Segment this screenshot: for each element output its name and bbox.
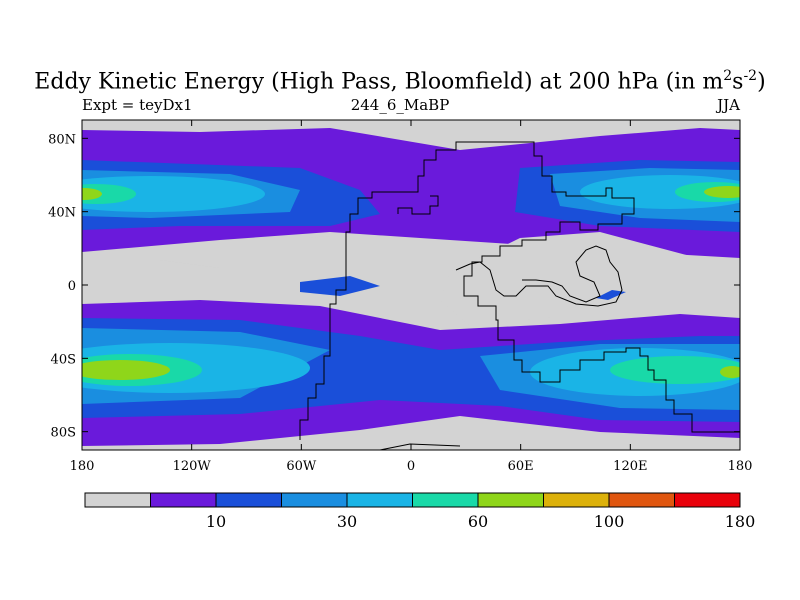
colorbar-label: 60 [468, 512, 488, 531]
colorbar-label: 180 [725, 512, 756, 531]
sh-band-level-5-east [610, 356, 740, 384]
nh-band-level-6 [82, 188, 102, 200]
colorbar-swatch [608, 492, 675, 508]
x-tick-label: 120W [173, 459, 212, 474]
y-tick-label: 80S [51, 426, 76, 441]
x-tick-label: 60W [286, 459, 317, 474]
colorbar-swatch [477, 492, 544, 508]
sh-band-level-6-east [720, 366, 740, 378]
colorbar-label: 100 [594, 512, 625, 531]
tropical-jet-tongue-east [596, 290, 626, 300]
continent-outline-b [397, 195, 439, 215]
tropical-patch-west [82, 260, 280, 280]
x-tick-label: 0 [407, 459, 415, 474]
colorbar: 10 30 60 100 180 [84, 492, 756, 531]
tropical-jet-tongue [300, 276, 380, 296]
y-tick-label: 0 [68, 279, 76, 294]
continent-outline-a [299, 141, 740, 440]
title-close: ) [757, 69, 766, 95]
tropical-patch-central [240, 236, 470, 270]
y-tick-label: 80N [48, 132, 76, 147]
continent-outlines [299, 141, 740, 450]
x-tick-label: 180 [70, 459, 95, 474]
colorbar-swatch [543, 492, 610, 508]
title-text: Eddy Kinetic Energy (High Pass, Bloomfie… [34, 69, 724, 95]
title-exponent-1: 2 [723, 68, 733, 84]
colorbar-swatch [674, 492, 741, 508]
x-tick-label: 120E [613, 459, 647, 474]
colorbar-swatch [215, 492, 282, 508]
y-tick-label: 40S [51, 352, 76, 367]
title-exponent-2: -2 [743, 68, 758, 84]
y-tick-label: 40N [48, 206, 76, 221]
sh-band-level-6 [82, 360, 170, 380]
colorbar-swatch [84, 492, 151, 508]
colorbar-label: 30 [337, 512, 357, 531]
x-tick-label: 60E [508, 459, 534, 474]
tropical-patch-east [440, 232, 700, 326]
x-tick-label: 180 [728, 459, 753, 474]
nh-band-level-5 [82, 184, 136, 204]
nh-band-level-4 [82, 176, 265, 212]
continent-outline-d [379, 443, 461, 450]
run-label: 244_6_MaBP [350, 96, 450, 114]
colorbar-swatch [150, 492, 217, 508]
colorbar-swatch [412, 492, 479, 508]
title-unit-s: s [732, 69, 744, 95]
colorbar-swatch [281, 492, 348, 508]
experiment-label: Expt = teyDx1 [82, 96, 193, 114]
colorbar-label: 10 [206, 512, 226, 531]
season-label: JJA [717, 96, 740, 114]
contour-field [82, 120, 740, 450]
chart-title: Eddy Kinetic Energy (High Pass, Bloomfie… [0, 68, 800, 94]
colorbar-swatch [346, 492, 413, 508]
axis-ticks: 180 120W 60W 0 60E 120E 180 80N 40N 0 40S 80S [48, 120, 752, 474]
continent-outline-c [455, 245, 623, 307]
nh-band-level-6-east [704, 186, 740, 198]
